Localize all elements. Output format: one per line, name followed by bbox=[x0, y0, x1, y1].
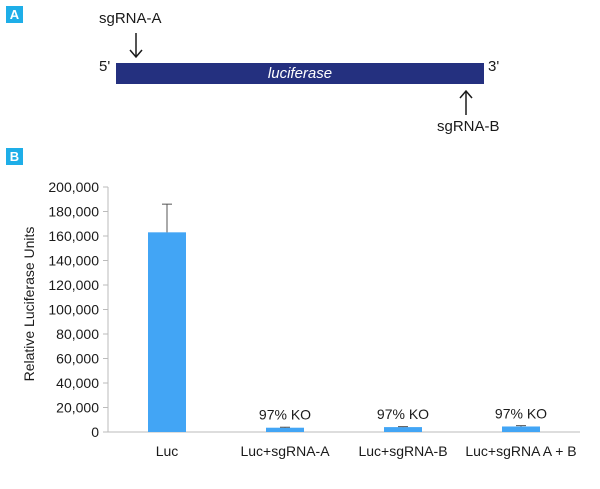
y-tick-label: 120,000 bbox=[48, 277, 99, 293]
five-prime-label: 5' bbox=[99, 58, 111, 75]
panel-a-badge: A bbox=[6, 6, 23, 23]
y-tick-label: 40,000 bbox=[56, 375, 99, 391]
down-arrow-icon bbox=[129, 33, 143, 59]
y-tick-label: 20,000 bbox=[56, 400, 99, 416]
y-tick-label: 200,000 bbox=[48, 179, 99, 195]
y-tick-label: 60,000 bbox=[56, 351, 99, 367]
bar bbox=[502, 426, 540, 432]
three-prime-label: 3' bbox=[488, 58, 500, 75]
knockout-annotation: 97% KO bbox=[259, 407, 311, 423]
y-tick-label: 0 bbox=[91, 424, 99, 440]
y-tick-label: 160,000 bbox=[48, 228, 99, 244]
x-tick-label: Luc+sgRNA-B bbox=[358, 443, 447, 459]
panel-b-badge: B bbox=[6, 148, 23, 165]
x-tick-label: Luc bbox=[156, 443, 179, 459]
bar bbox=[148, 232, 186, 432]
sgrna-b-label: sgRNA-B bbox=[437, 118, 500, 135]
y-tick-label: 100,000 bbox=[48, 302, 99, 318]
y-tick-label: 180,000 bbox=[48, 204, 99, 220]
y-tick-label: 80,000 bbox=[56, 326, 99, 342]
knockout-annotation: 97% KO bbox=[495, 405, 547, 421]
y-tick-label: 140,000 bbox=[48, 253, 99, 269]
sgrna-a-label: sgRNA-A bbox=[99, 10, 162, 27]
x-tick-label: Luc+sgRNA A + B bbox=[465, 443, 576, 459]
bar bbox=[266, 427, 304, 432]
luciferase-gene-bar: luciferase bbox=[116, 63, 484, 84]
y-axis-label: Relative Luciferase Units bbox=[21, 227, 37, 382]
bar bbox=[384, 427, 422, 432]
up-arrow-icon bbox=[459, 89, 473, 115]
knockout-annotation: 97% KO bbox=[377, 406, 429, 422]
x-tick-label: Luc+sgRNA-A bbox=[240, 443, 330, 459]
